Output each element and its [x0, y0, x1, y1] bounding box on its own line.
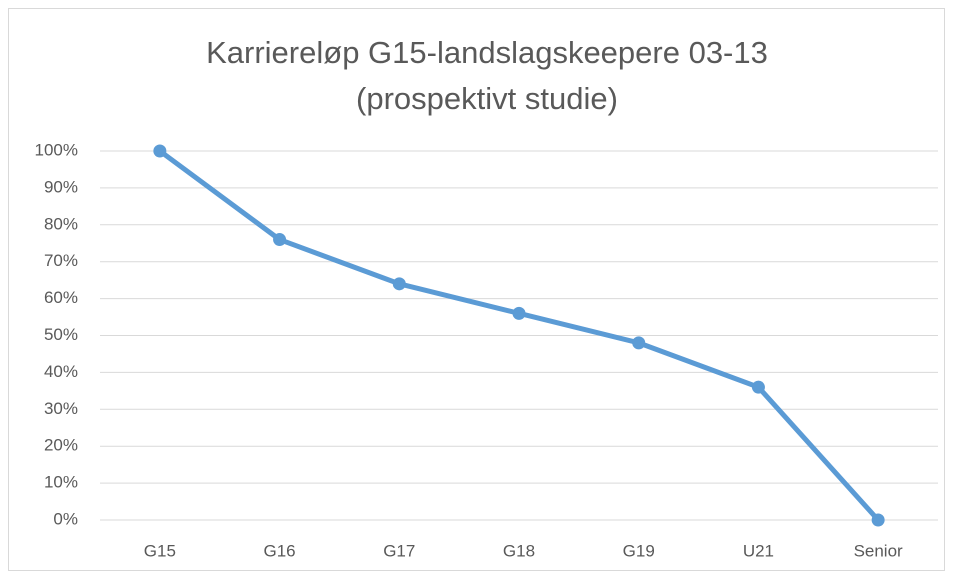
- data-point: [632, 336, 646, 350]
- y-tick-label: 10%: [44, 473, 78, 492]
- data-point: [273, 233, 287, 247]
- y-tick-label: 60%: [44, 288, 78, 307]
- x-tick-label: G15: [144, 541, 176, 560]
- data-point: [751, 380, 765, 394]
- y-tick-label: 30%: [44, 399, 78, 418]
- x-tick-label: U21: [743, 541, 774, 560]
- data-point: [392, 277, 406, 291]
- y-tick-label: 50%: [44, 325, 78, 344]
- y-tick-label: 100%: [35, 140, 78, 159]
- data-point: [153, 144, 167, 158]
- x-tick-label: G16: [264, 541, 296, 560]
- x-tick-label: G17: [383, 541, 415, 560]
- x-tick-label: G19: [623, 541, 655, 560]
- y-tick-label: 70%: [44, 251, 78, 270]
- data-point: [512, 306, 526, 320]
- x-tick-label: G18: [503, 541, 535, 560]
- chart-title: (prospektivt studie): [356, 81, 618, 116]
- chart-title: Karriereløp G15-landslagskeepere 03-13: [206, 35, 768, 70]
- x-tick-label: Senior: [854, 541, 903, 560]
- y-tick-label: 0%: [53, 509, 78, 528]
- y-tick-label: 20%: [44, 436, 78, 455]
- chart-border: [8, 8, 945, 571]
- y-tick-label: 80%: [44, 214, 78, 233]
- y-tick-label: 40%: [44, 362, 78, 381]
- data-point: [871, 513, 885, 527]
- y-tick-label: 90%: [44, 177, 78, 196]
